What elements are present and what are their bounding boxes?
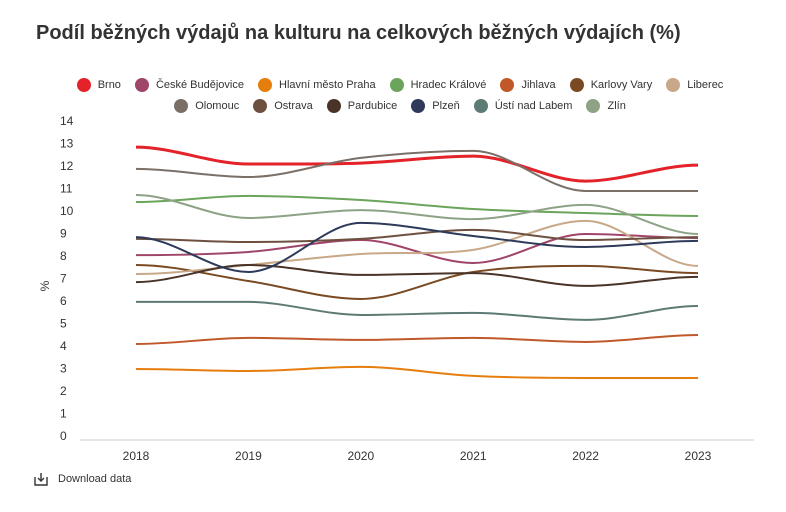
y-tick-label: 14 bbox=[60, 114, 74, 128]
series-line-pardubice bbox=[135, 263, 699, 287]
x-tick-label: 2021 bbox=[460, 449, 487, 463]
x-tick-label: 2019 bbox=[235, 449, 262, 463]
series-line-olomouc bbox=[135, 149, 698, 192]
legend-label: Plzeň bbox=[432, 99, 460, 112]
legend-swatch bbox=[411, 98, 426, 113]
legend-swatch bbox=[134, 77, 149, 92]
y-tick-label: 13 bbox=[60, 137, 74, 151]
legend-item[interactable]: Brno bbox=[76, 76, 121, 93]
legend-label: Brno bbox=[97, 78, 121, 91]
legend-item[interactable]: Olomouc bbox=[174, 97, 239, 114]
legend-item[interactable]: Jihlava bbox=[500, 76, 556, 93]
legend-label: Ostrava bbox=[274, 99, 313, 112]
legend: Brno České Budějovice Hlavní město Praha Hr… bbox=[40, 76, 760, 114]
legend-swatch bbox=[586, 98, 601, 113]
series-line-plzeň bbox=[135, 221, 699, 273]
x-tick-label: 2018 bbox=[123, 449, 150, 463]
series-line-české-budějovice bbox=[135, 232, 699, 264]
x-tick-label: 2020 bbox=[347, 449, 374, 463]
legend-item[interactable]: Ústí nad Labem bbox=[473, 97, 573, 114]
y-tick-label: 6 bbox=[60, 294, 67, 308]
legend-item[interactable]: České Budějovice bbox=[134, 76, 244, 93]
legend-item[interactable]: Liberec bbox=[666, 76, 723, 93]
y-tick-label: 12 bbox=[60, 159, 74, 173]
legend-swatch bbox=[389, 77, 404, 92]
series-line-hlavní-město-praha bbox=[135, 365, 698, 379]
series-line-jihlava bbox=[135, 333, 699, 345]
y-tick-label: 0 bbox=[60, 429, 67, 443]
legend-swatch bbox=[666, 77, 681, 92]
legend-item[interactable]: Hradec Králové bbox=[389, 76, 487, 93]
legend-item[interactable]: Karlovy Vary bbox=[569, 76, 653, 93]
y-tick-label: 5 bbox=[60, 317, 67, 331]
legend-swatch bbox=[500, 77, 515, 92]
y-tick-label: 7 bbox=[60, 272, 67, 286]
legend-swatch bbox=[174, 98, 189, 113]
legend-swatch bbox=[326, 98, 341, 113]
y-tick-label: 1 bbox=[60, 407, 67, 421]
legend-swatch bbox=[253, 98, 268, 113]
y-tick-label: 11 bbox=[60, 182, 73, 196]
legend-label: Karlovy Vary bbox=[590, 78, 653, 91]
download-label: Download data bbox=[58, 473, 132, 485]
legend-item[interactable]: Hlavní město Praha bbox=[258, 76, 376, 93]
legend-label: Zlín bbox=[607, 99, 626, 112]
series-line-ostrava bbox=[135, 228, 699, 244]
series-line-zlín bbox=[135, 194, 699, 235]
y-tick-label: 3 bbox=[60, 362, 67, 376]
legend-swatch bbox=[258, 77, 272, 92]
legend-label: České Budějovice bbox=[155, 78, 244, 91]
y-tick-label: 2 bbox=[60, 384, 67, 398]
x-tick-label: 2023 bbox=[685, 449, 712, 463]
y-tick-label: 8 bbox=[60, 249, 67, 263]
legend-swatch bbox=[473, 98, 488, 113]
legend-swatch bbox=[569, 77, 584, 92]
series-line-brno bbox=[135, 145, 699, 183]
legend-item[interactable]: Ostrava bbox=[253, 97, 313, 114]
download-icon bbox=[34, 473, 48, 486]
legend-label: Olomouc bbox=[195, 99, 240, 112]
legend-label: Hradec Králové bbox=[410, 78, 487, 91]
y-axis-label: % bbox=[38, 280, 52, 291]
series-line-karlovy-vary bbox=[135, 264, 699, 300]
legend-item[interactable]: Pardubice bbox=[326, 97, 398, 114]
y-tick-label: 10 bbox=[60, 204, 74, 218]
download-data-button[interactable]: Download data bbox=[34, 472, 131, 486]
legend-label: Liberec bbox=[687, 78, 724, 91]
series-line-ústí-nad-labem bbox=[135, 300, 699, 321]
legend-label: Jihlava bbox=[521, 78, 556, 91]
legend-label: Pardubice bbox=[347, 99, 398, 112]
legend-label: Hlavní město Praha bbox=[279, 78, 376, 91]
legend-label: Ústí nad Labem bbox=[494, 99, 573, 112]
x-tick-label: 2022 bbox=[572, 449, 599, 463]
chart-title: Podíl běžných výdajů na kulturu na celko… bbox=[36, 22, 681, 44]
y-tick-label: 4 bbox=[60, 339, 67, 353]
legend-item[interactable]: Plzeň bbox=[411, 97, 460, 114]
legend-item[interactable]: Zlín bbox=[586, 97, 626, 114]
series-line-hradec-králové bbox=[135, 194, 699, 217]
y-tick-label: 9 bbox=[60, 227, 67, 241]
legend-swatch bbox=[76, 77, 91, 92]
